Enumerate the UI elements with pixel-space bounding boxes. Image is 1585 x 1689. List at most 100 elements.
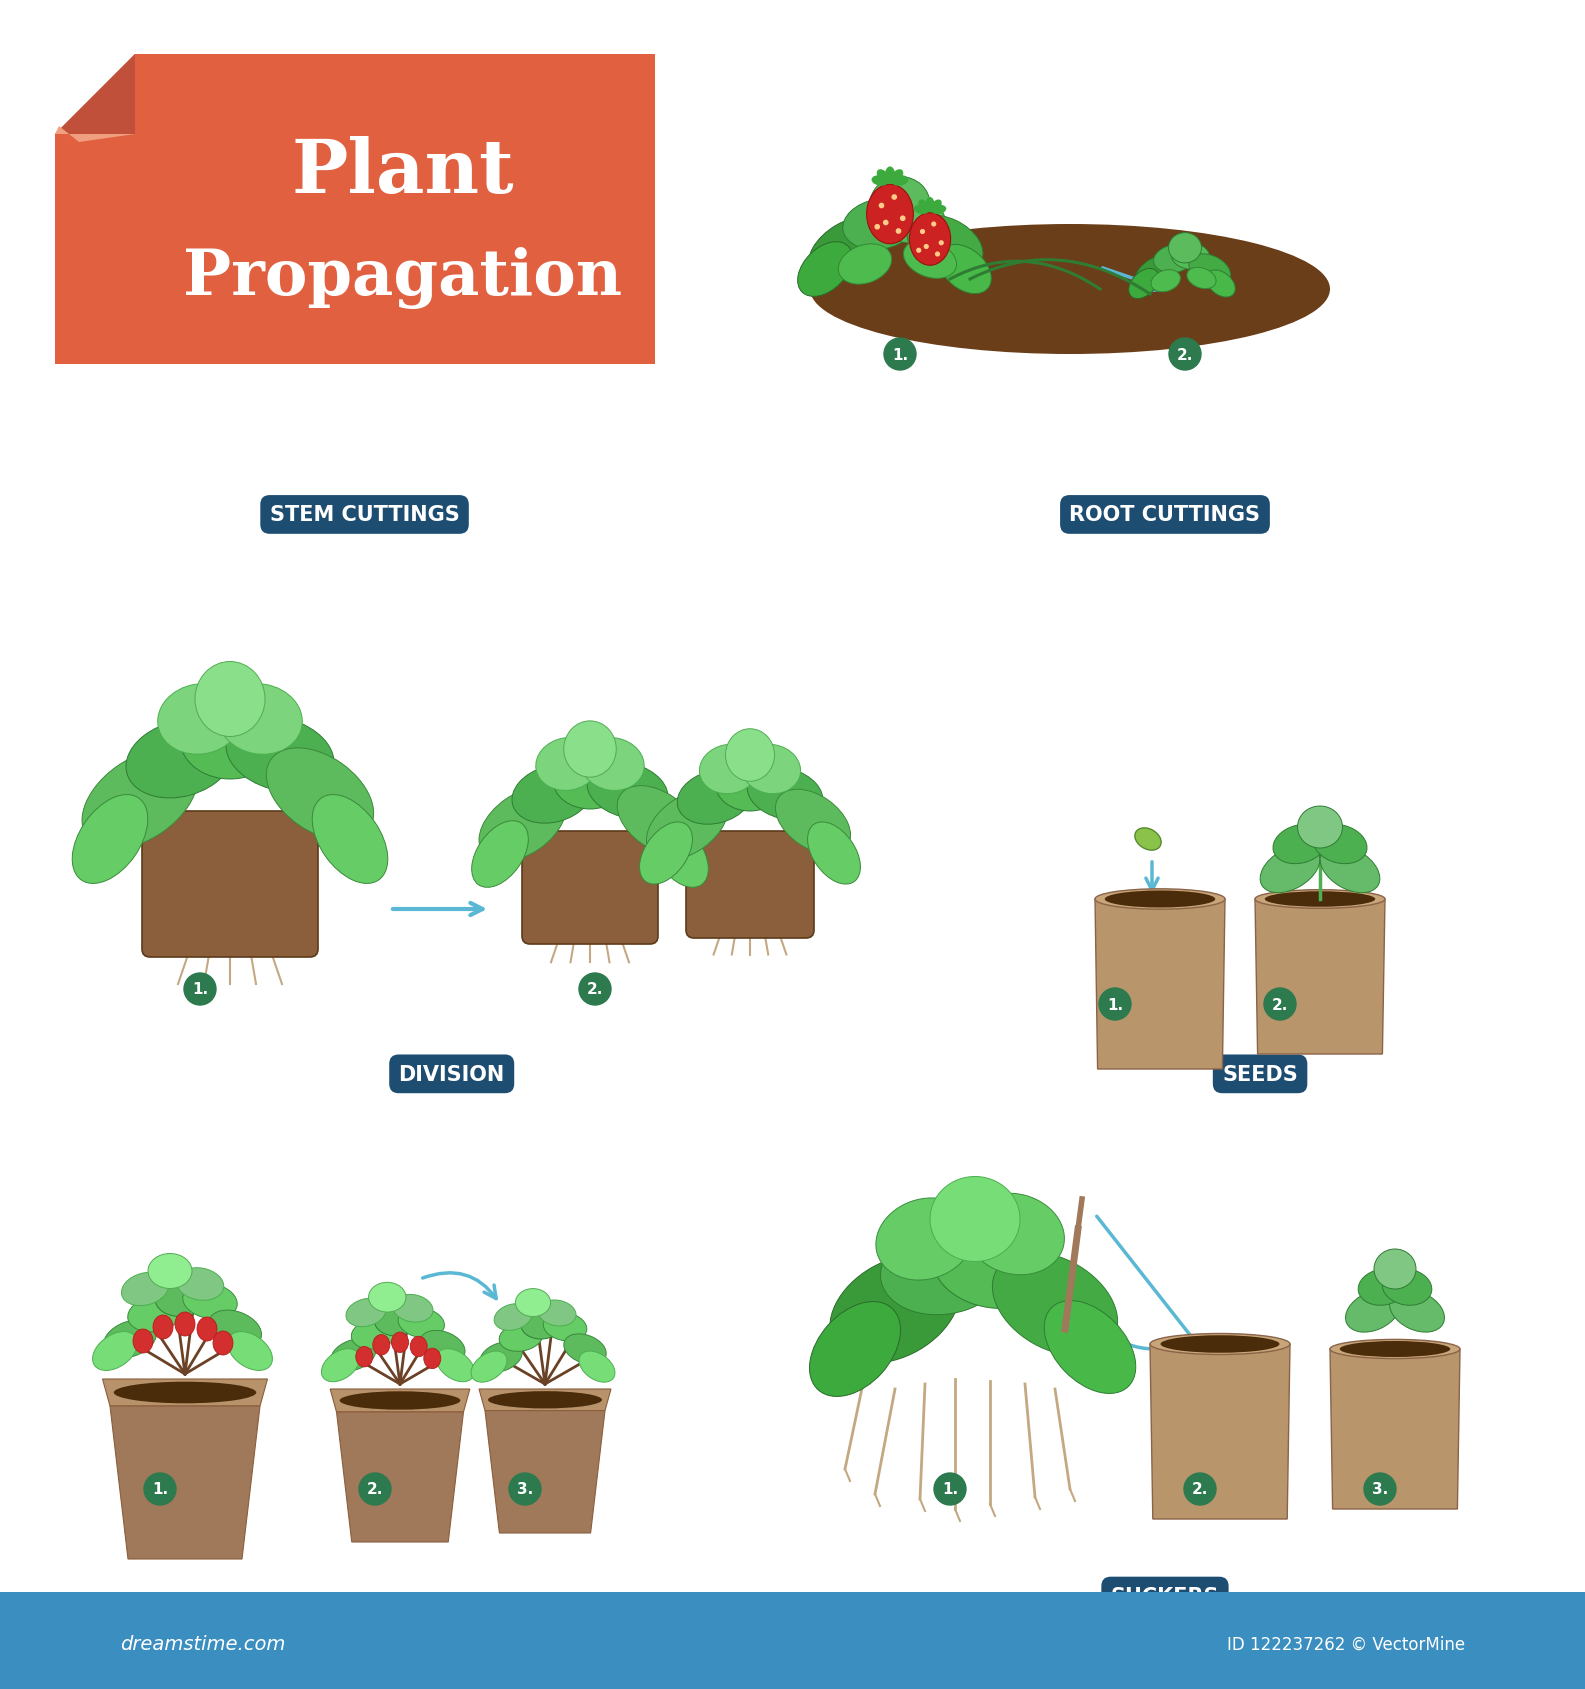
Ellipse shape bbox=[339, 1392, 460, 1410]
Ellipse shape bbox=[810, 1302, 900, 1397]
Ellipse shape bbox=[726, 730, 775, 782]
Ellipse shape bbox=[312, 796, 388, 883]
Circle shape bbox=[509, 1473, 540, 1505]
Text: Propagation: Propagation bbox=[184, 247, 623, 309]
Text: 2.: 2. bbox=[1271, 997, 1289, 1012]
Polygon shape bbox=[1151, 1344, 1290, 1518]
Ellipse shape bbox=[536, 738, 599, 790]
Ellipse shape bbox=[181, 699, 281, 780]
Circle shape bbox=[934, 1473, 965, 1505]
Ellipse shape bbox=[480, 1343, 521, 1373]
Ellipse shape bbox=[544, 1312, 586, 1341]
Ellipse shape bbox=[369, 1282, 406, 1312]
Ellipse shape bbox=[128, 1297, 182, 1333]
Ellipse shape bbox=[699, 745, 759, 794]
Text: Plant: Plant bbox=[292, 137, 514, 209]
Ellipse shape bbox=[154, 1316, 173, 1339]
Circle shape bbox=[935, 253, 940, 257]
Ellipse shape bbox=[1312, 824, 1366, 865]
Ellipse shape bbox=[1339, 1341, 1450, 1358]
Ellipse shape bbox=[918, 201, 930, 213]
Ellipse shape bbox=[715, 755, 785, 811]
Ellipse shape bbox=[903, 240, 957, 279]
Ellipse shape bbox=[122, 1272, 168, 1306]
Ellipse shape bbox=[155, 1282, 204, 1317]
Ellipse shape bbox=[910, 213, 951, 267]
Ellipse shape bbox=[867, 186, 913, 245]
Ellipse shape bbox=[182, 1284, 238, 1319]
Ellipse shape bbox=[352, 1319, 398, 1350]
Text: dreamstime.com: dreamstime.com bbox=[120, 1635, 285, 1654]
Ellipse shape bbox=[537, 1301, 575, 1326]
Circle shape bbox=[940, 242, 943, 245]
Ellipse shape bbox=[797, 243, 853, 297]
FancyBboxPatch shape bbox=[521, 831, 658, 944]
Text: 1.: 1. bbox=[152, 1481, 168, 1496]
Polygon shape bbox=[1330, 1350, 1460, 1508]
Ellipse shape bbox=[1129, 269, 1159, 299]
Circle shape bbox=[883, 221, 888, 226]
Ellipse shape bbox=[775, 790, 851, 855]
Ellipse shape bbox=[73, 796, 147, 883]
Ellipse shape bbox=[174, 1312, 195, 1336]
Ellipse shape bbox=[677, 770, 753, 824]
Ellipse shape bbox=[992, 1253, 1117, 1356]
FancyBboxPatch shape bbox=[0, 1593, 1585, 1689]
FancyBboxPatch shape bbox=[686, 831, 815, 939]
Ellipse shape bbox=[1260, 846, 1320, 893]
Ellipse shape bbox=[843, 199, 918, 250]
Text: 3.: 3. bbox=[517, 1481, 533, 1496]
Ellipse shape bbox=[1346, 1290, 1401, 1333]
Text: 2.: 2. bbox=[1176, 348, 1194, 361]
Text: ID 122237262 © VectorMine: ID 122237262 © VectorMine bbox=[1227, 1635, 1465, 1654]
Ellipse shape bbox=[1358, 1268, 1407, 1306]
Text: 1.: 1. bbox=[892, 348, 908, 361]
Polygon shape bbox=[479, 1388, 610, 1410]
Ellipse shape bbox=[393, 1295, 433, 1322]
Ellipse shape bbox=[488, 1392, 602, 1409]
Polygon shape bbox=[109, 1407, 260, 1559]
Ellipse shape bbox=[355, 1346, 372, 1366]
Ellipse shape bbox=[913, 206, 929, 215]
Ellipse shape bbox=[147, 1253, 192, 1289]
Ellipse shape bbox=[810, 225, 1330, 355]
Circle shape bbox=[358, 1473, 391, 1505]
Ellipse shape bbox=[372, 1334, 390, 1355]
Polygon shape bbox=[55, 56, 655, 365]
Ellipse shape bbox=[881, 1223, 1010, 1316]
Ellipse shape bbox=[1045, 1301, 1136, 1393]
Circle shape bbox=[579, 973, 610, 1005]
Ellipse shape bbox=[747, 768, 823, 821]
Circle shape bbox=[880, 204, 883, 208]
Ellipse shape bbox=[926, 198, 935, 213]
Ellipse shape bbox=[472, 821, 528, 888]
Ellipse shape bbox=[103, 1321, 157, 1358]
Circle shape bbox=[932, 223, 935, 226]
Ellipse shape bbox=[1151, 270, 1181, 292]
Ellipse shape bbox=[423, 1348, 441, 1368]
Text: 2.: 2. bbox=[586, 981, 604, 997]
Circle shape bbox=[1184, 1473, 1216, 1505]
Ellipse shape bbox=[374, 1306, 417, 1336]
Ellipse shape bbox=[515, 1289, 550, 1317]
Ellipse shape bbox=[1151, 1334, 1290, 1355]
Ellipse shape bbox=[228, 1333, 273, 1370]
Ellipse shape bbox=[411, 1336, 428, 1356]
Ellipse shape bbox=[322, 1350, 360, 1382]
Polygon shape bbox=[1255, 900, 1385, 1054]
Ellipse shape bbox=[877, 171, 891, 184]
Polygon shape bbox=[103, 1380, 268, 1407]
Circle shape bbox=[875, 226, 880, 230]
Circle shape bbox=[892, 196, 897, 199]
Ellipse shape bbox=[391, 1333, 409, 1353]
Ellipse shape bbox=[875, 196, 945, 243]
Text: SEEDS: SEEDS bbox=[1222, 1064, 1298, 1084]
Ellipse shape bbox=[176, 1268, 223, 1301]
Ellipse shape bbox=[1168, 233, 1201, 263]
Polygon shape bbox=[330, 1388, 469, 1412]
Polygon shape bbox=[55, 127, 135, 144]
Circle shape bbox=[916, 250, 921, 253]
Ellipse shape bbox=[564, 721, 617, 777]
Text: 1.: 1. bbox=[192, 981, 208, 997]
Text: ROOT CUTTINGS: ROOT CUTTINGS bbox=[1070, 505, 1260, 525]
